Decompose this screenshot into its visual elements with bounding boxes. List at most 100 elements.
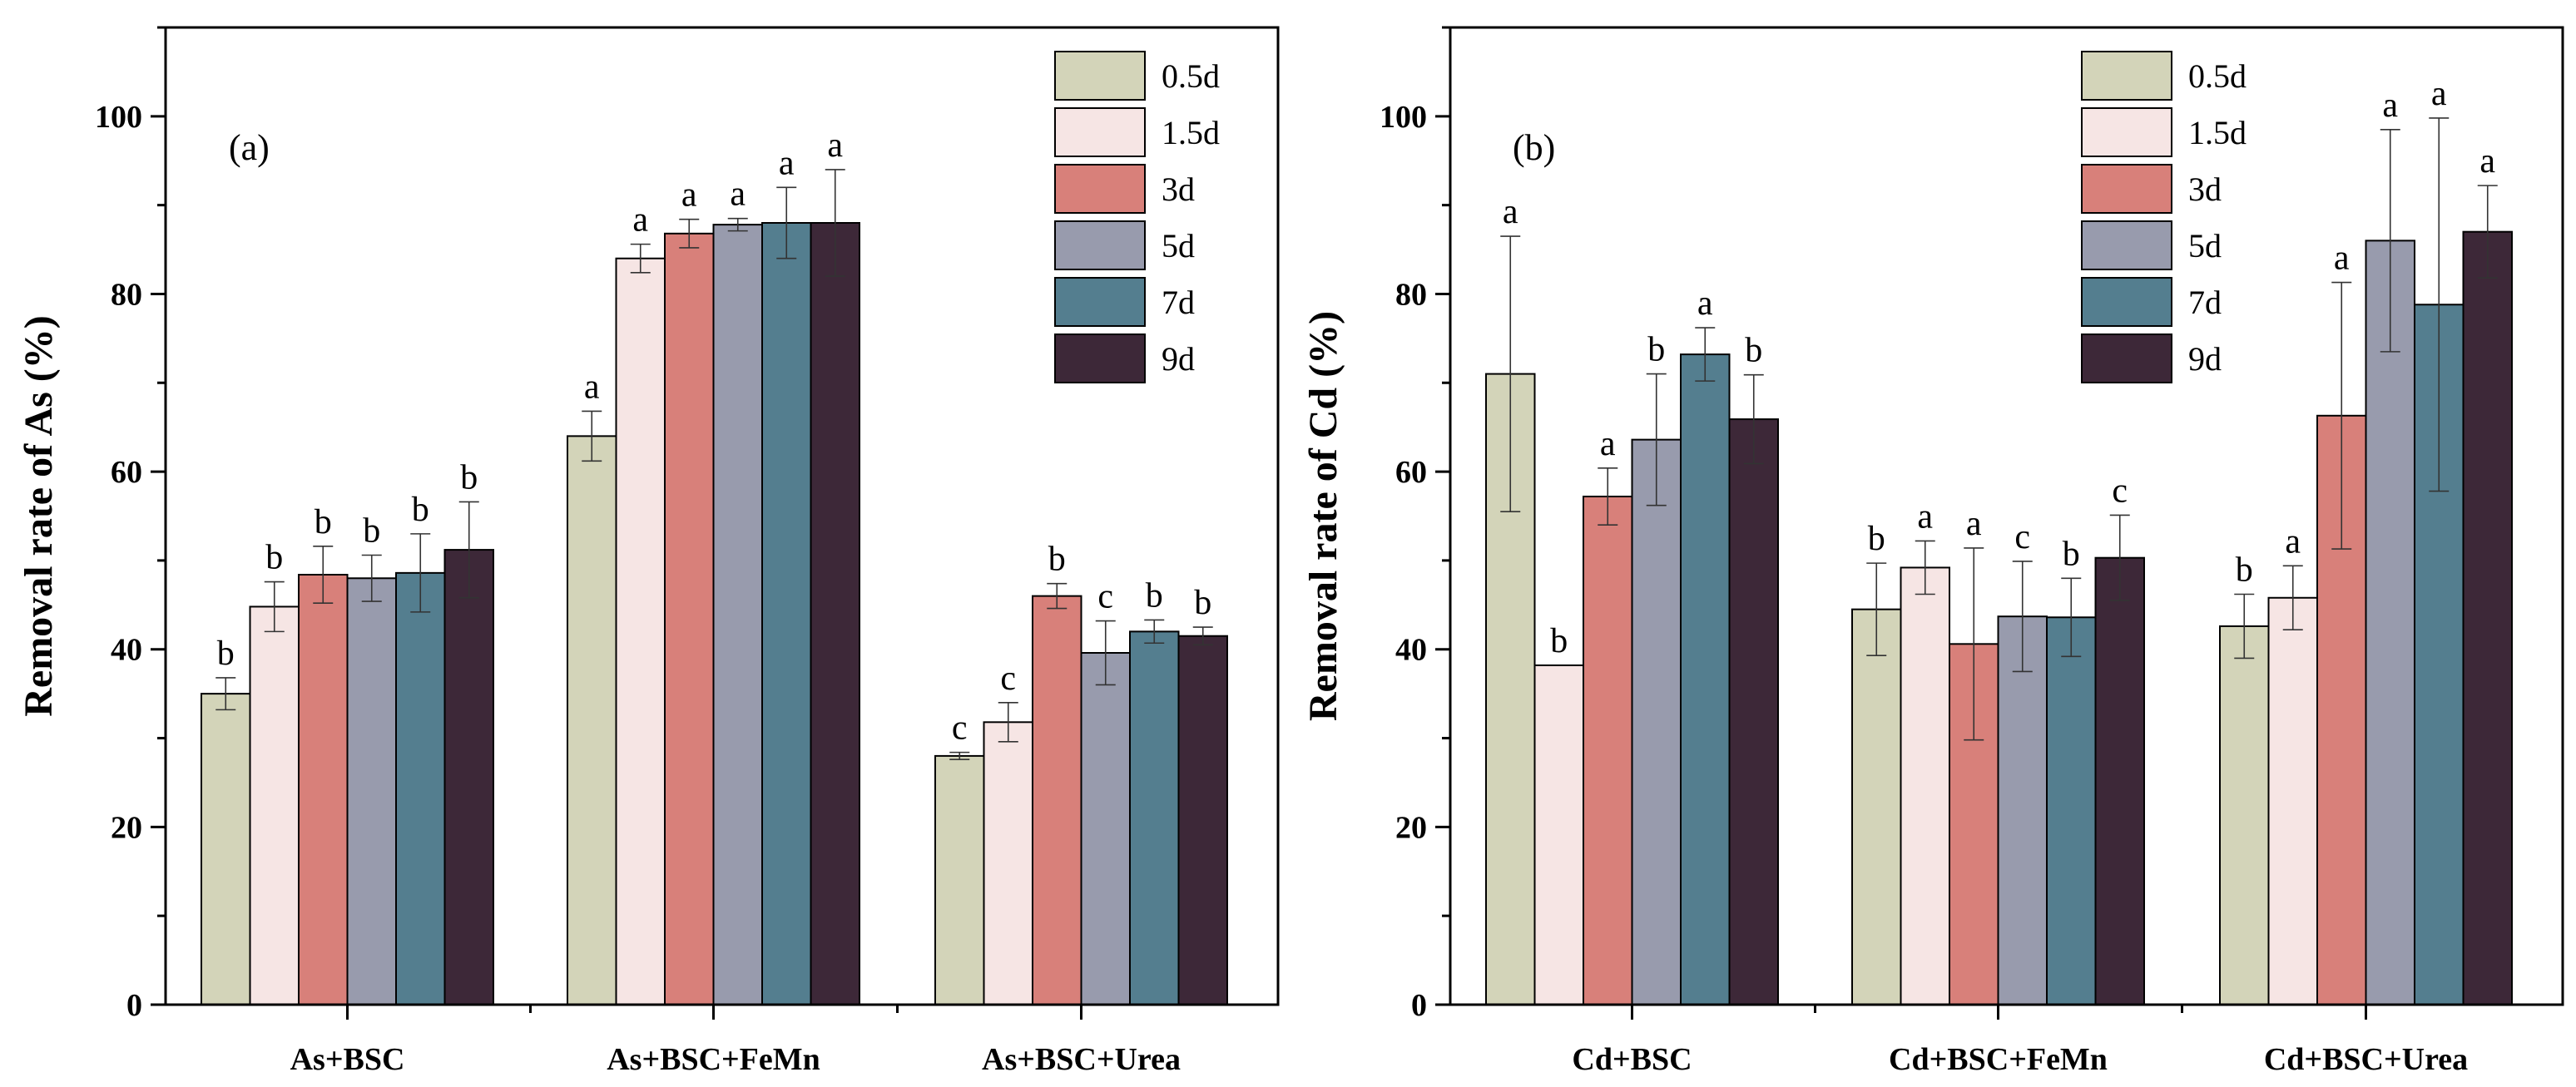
legend-swatch — [1054, 277, 1146, 327]
bar — [2219, 625, 2270, 1005]
significance-label: a — [1503, 193, 1518, 231]
legend-label: 0.5d — [2188, 57, 2247, 95]
bar — [2365, 240, 2415, 1005]
legend-label: 1.5d — [2188, 114, 2247, 151]
y-tick-label: 20 — [1395, 810, 1427, 845]
bar — [443, 549, 494, 1005]
significance-label: b — [2236, 551, 2253, 590]
panel-label: (a) — [229, 127, 270, 168]
significance-label: a — [2334, 240, 2350, 278]
y-tick-label: 40 — [111, 633, 142, 668]
y-tick-label: 100 — [95, 100, 142, 135]
bar — [2462, 230, 2513, 1005]
legend-label: 0.5d — [1162, 57, 1220, 95]
panel-label: (b) — [1513, 127, 1555, 168]
bar — [1728, 418, 1779, 1005]
legend-swatch — [1054, 220, 1146, 270]
plot-frame — [1449, 26, 2564, 1006]
y-tick-label: 0 — [1411, 988, 1427, 1023]
bar — [983, 721, 1033, 1005]
bar — [1129, 630, 1180, 1005]
legend-label: 3d — [1162, 170, 1195, 208]
bar — [615, 257, 666, 1005]
legend: 0.5d 1.5d 3d 5d 7d 9d — [2081, 51, 2247, 383]
bar — [1997, 615, 2048, 1005]
bar — [761, 222, 812, 1005]
bar — [664, 232, 715, 1005]
legend-swatch — [1054, 51, 1146, 101]
significance-label: b — [1194, 584, 1211, 622]
significance-label: b — [412, 491, 429, 529]
significance-label: a — [779, 144, 795, 182]
legend-swatch — [1054, 107, 1146, 157]
legend-swatch — [2081, 277, 2172, 327]
bar — [1032, 595, 1082, 1005]
bar — [1080, 652, 1131, 1005]
category-label: Cd+BSC+FeMn — [1889, 1042, 2108, 1077]
y-tick-label: 80 — [1395, 277, 1427, 312]
significance-label: b — [1550, 622, 1568, 660]
significance-label: c — [952, 709, 968, 748]
bar — [1851, 608, 1902, 1006]
significance-label: b — [1745, 332, 1762, 370]
significance-label: a — [730, 175, 746, 214]
category-label: Cd+BSC — [1572, 1042, 1692, 1077]
significance-label: b — [1868, 520, 1885, 558]
plot-frame — [164, 26, 1280, 1006]
significance-label: a — [1966, 505, 1982, 543]
significance-label: b — [460, 458, 478, 497]
category-label: As+BSC+FeMn — [607, 1042, 820, 1077]
legend-swatch — [1054, 334, 1146, 383]
bar — [201, 693, 251, 1005]
bar — [712, 224, 763, 1005]
significance-label: b — [1048, 541, 1066, 579]
y-tick-label: 40 — [1395, 633, 1427, 668]
legend-swatch — [2081, 220, 2172, 270]
significance-label: c — [2112, 472, 2128, 510]
y-tick-label: 80 — [111, 277, 142, 312]
legend-swatch — [2081, 164, 2172, 214]
y-tick-label: 0 — [126, 988, 142, 1023]
legend-label: 7d — [2188, 284, 2222, 321]
legend-label: 5d — [2188, 227, 2222, 264]
category-label: As+BSC+Urea — [982, 1042, 1181, 1077]
significance-label: a — [2479, 142, 2495, 180]
bar — [810, 222, 860, 1005]
significance-label: b — [1146, 576, 1163, 615]
significance-label: b — [2063, 535, 2080, 573]
y-tick-label: 60 — [1395, 455, 1427, 490]
significance-label: c — [1000, 660, 1016, 698]
significance-label: b — [265, 539, 283, 577]
legend-label: 9d — [1162, 340, 1195, 378]
significance-label: c — [2014, 518, 2030, 556]
bar — [1583, 496, 1633, 1005]
bar — [298, 574, 349, 1005]
significance-label: a — [681, 176, 697, 215]
significance-label: a — [2431, 75, 2447, 113]
legend: 0.5d 1.5d 3d 5d 7d 9d — [1054, 51, 1220, 383]
category-label: Cd+BSC+Urea — [2264, 1042, 2468, 1077]
legend-label: 3d — [2188, 170, 2222, 208]
legend-label: 1.5d — [1162, 114, 1220, 151]
y-axis-title: Removal rate of As (%) — [17, 315, 61, 717]
bar — [1900, 566, 1950, 1005]
y-tick-label: 20 — [111, 810, 142, 845]
bar — [2046, 616, 2097, 1005]
significance-label: b — [315, 503, 332, 541]
significance-label: a — [632, 201, 648, 240]
legend-swatch — [1054, 164, 1146, 214]
significance-label: b — [363, 512, 380, 551]
significance-label: a — [584, 368, 600, 406]
bar — [2267, 596, 2318, 1005]
bar — [1533, 664, 1584, 1005]
significance-label: b — [1647, 331, 1665, 369]
bar — [249, 605, 300, 1005]
y-tick-label: 60 — [111, 455, 142, 490]
significance-label: a — [1917, 497, 1933, 536]
bar — [395, 571, 446, 1005]
bar — [1177, 635, 1228, 1005]
category-label: As+BSC — [290, 1042, 405, 1077]
